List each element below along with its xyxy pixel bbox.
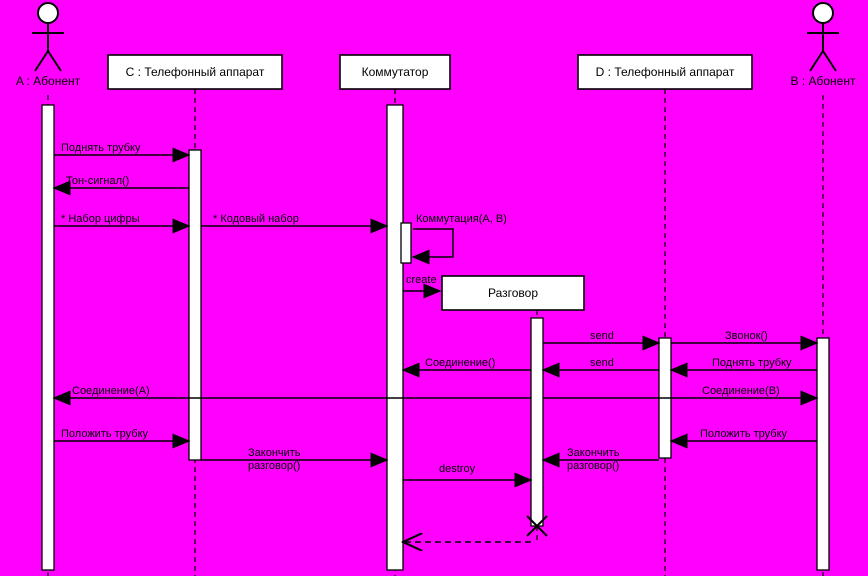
object-label-R: Разговор — [488, 286, 538, 300]
message-label-6: send — [590, 330, 614, 342]
message-label-3: * Кодовый набор — [213, 213, 299, 225]
message-label-15-1: разговор() — [248, 460, 300, 472]
object-label-D: D : Телефонный аппарат — [596, 65, 735, 79]
activation-B — [817, 338, 829, 570]
object-R: Разговор — [442, 276, 584, 310]
activation-C — [189, 150, 201, 460]
message-label-0: Поднять трубку — [61, 142, 141, 154]
object-C: C : Телефонный аппарат — [108, 55, 282, 89]
object-label-K: Коммутатор — [362, 65, 429, 79]
message-label-10: Соединение() — [425, 357, 495, 369]
message-label-4: Коммутация(A, B) — [416, 213, 507, 225]
message-label-17: destroy — [439, 463, 476, 475]
message-label-2: * Набор цифры — [61, 213, 140, 225]
message-label-16-0: Закончить — [567, 447, 620, 459]
message-label-7: Звонок() — [725, 330, 768, 342]
activation-R — [531, 318, 543, 526]
message-label-1: Тон-сигнал() — [66, 175, 129, 187]
message-label-15-0: Закончить — [248, 447, 301, 459]
activation-A — [42, 105, 54, 570]
activation-K — [387, 105, 403, 570]
actor-label-B: B : Абонент — [791, 74, 856, 88]
message-label-9: Поднять трубку — [712, 357, 792, 369]
object-D: D : Телефонный аппарат — [578, 55, 752, 89]
message-label-5: create — [406, 274, 437, 286]
message-label-11: Соединение(A) — [72, 385, 150, 397]
message-label-14: Положить трубку — [700, 428, 788, 440]
actor-label-A: A : Абонент — [16, 74, 81, 88]
message-label-13: Положить трубку — [61, 428, 149, 440]
message-label-16-1: разговор() — [567, 460, 619, 472]
object-K: Коммутатор — [340, 55, 450, 89]
message-label-12: Соединение(B) — [702, 385, 780, 397]
activation-K2 — [401, 223, 411, 263]
message-label-8: send — [590, 357, 614, 369]
object-label-C: C : Телефонный аппарат — [126, 65, 265, 79]
